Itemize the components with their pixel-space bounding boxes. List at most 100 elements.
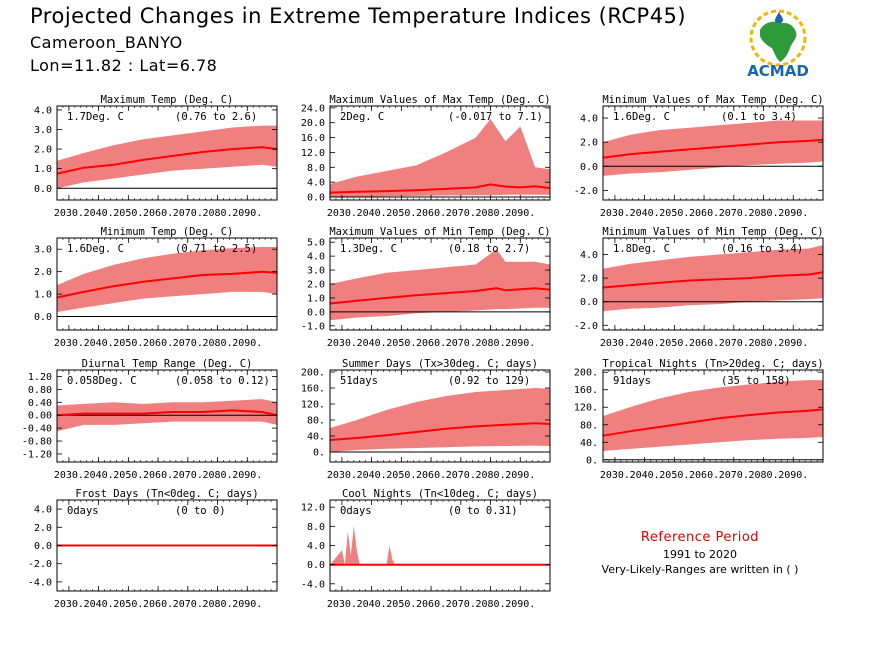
plot-frame <box>56 105 278 201</box>
range-value: (0 to 0) <box>175 505 226 517</box>
x-tick-label: 2080. <box>202 599 232 610</box>
y-tick-label: -2.0 <box>574 321 598 332</box>
x-tick-label: 2030. <box>54 338 84 349</box>
y-tick-label: -0.40 <box>22 424 52 435</box>
y-tick-label: -0.80 <box>22 437 52 448</box>
range-band <box>603 380 823 451</box>
range-value: (0.76 to 2.6) <box>175 111 257 123</box>
y-tick-label: 80. <box>307 416 325 427</box>
x-tick-label: 2080. <box>475 599 505 610</box>
change-value: 1.6Deg. C <box>67 243 124 255</box>
y-tick-label: 0.0 <box>34 541 52 552</box>
x-tick-label: 2070. <box>719 338 749 349</box>
x-tick-label: 2050. <box>659 470 689 481</box>
x-tick-label: 2080. <box>748 208 778 219</box>
x-tick-label: 2040. <box>84 338 114 349</box>
x-tick-label: 2070. <box>173 338 203 349</box>
panel-title: Minimum Values of Max Temp (Deg. C) <box>602 94 823 106</box>
range-band <box>330 249 550 321</box>
median-line <box>329 183 551 194</box>
y-tick-label: 0.00 <box>28 411 52 422</box>
y-tick-label: 1.20 <box>28 372 52 383</box>
x-tick-label: 2060. <box>143 470 173 481</box>
change-value: 2Deg. C <box>340 111 384 123</box>
x-tick-label: 2080. <box>475 208 505 219</box>
y-tick-label: 2.0 <box>34 523 52 534</box>
y-tick-label: -1.0 <box>301 321 325 332</box>
y-tick-label: 0.0 <box>34 312 52 323</box>
median-line <box>56 270 278 299</box>
median-line <box>329 287 551 305</box>
y-tick-label: -1.20 <box>22 449 52 460</box>
y-tick-label: -2.0 <box>574 186 598 197</box>
y-tick-label: 0.0 <box>580 162 598 173</box>
x-tick-label: 2050. <box>386 338 416 349</box>
panel-title: Diurnal Temp Range (Deg. C) <box>82 358 253 370</box>
x-tick-label: 2050. <box>386 470 416 481</box>
chart-panel: 2030. 2040. 2050. 2060. 2070. 2080. 2090. 0.0 1.… <box>34 226 278 349</box>
x-tick-label: 2060. <box>143 599 173 610</box>
x-tick-label: 2070. <box>446 470 476 481</box>
x-tick-label: 2090. <box>232 599 262 610</box>
x-tick-label: 2050. <box>113 208 143 219</box>
range-value: (0.92 to 129) <box>448 375 530 387</box>
chart-panel: 2030. 2040. 2050. 2060. 2070. 2080. 2090. -2.0 0… <box>574 226 824 349</box>
y-tick-label: 0.0 <box>580 297 598 308</box>
plot-frame <box>329 369 551 463</box>
x-tick-label: 2070. <box>719 470 749 481</box>
x-tick-label: 2050. <box>386 208 416 219</box>
y-tick-label: 0. <box>313 448 325 459</box>
x-tick-label: 2090. <box>505 208 535 219</box>
y-tick-label: 120. <box>574 403 598 414</box>
x-tick-label: 2090. <box>232 470 262 481</box>
range-note: Very-Likely-Ranges are written in ( ) <box>601 563 799 576</box>
coordinates-label: Lon=11.82 : Lat=6.78 <box>30 56 218 75</box>
change-value: 0days <box>67 505 99 517</box>
x-tick-label: 2060. <box>689 208 719 219</box>
x-tick-label: 2070. <box>173 208 203 219</box>
y-tick-label: 3.0 <box>307 266 325 277</box>
x-tick-label: 2050. <box>113 470 143 481</box>
y-tick-label: 0.80 <box>28 385 52 396</box>
y-tick-label: 200. <box>574 368 598 379</box>
x-tick-label: 2050. <box>659 338 689 349</box>
x-tick-label: 2060. <box>416 338 446 349</box>
y-tick-label: 3.0 <box>34 245 52 256</box>
y-tick-label: 0. <box>586 455 598 466</box>
x-tick-label: 2050. <box>659 208 689 219</box>
x-tick-label: 2060. <box>143 338 173 349</box>
x-tick-label: 2060. <box>416 470 446 481</box>
x-tick-label: 2080. <box>475 470 505 481</box>
range-band <box>330 388 550 452</box>
x-tick-label: 2090. <box>505 338 535 349</box>
x-tick-label: 2070. <box>446 208 476 219</box>
x-tick-label: 2090. <box>505 470 535 481</box>
chart-panel: 2030. 2040. 2050. 2060. 2070. 2080. 2090. 0. 40.… <box>574 358 824 481</box>
range-band <box>330 119 550 197</box>
range-value: (35 to 158) <box>721 375 791 387</box>
y-tick-label: 80. <box>580 420 598 431</box>
x-tick-label: 2090. <box>778 338 808 349</box>
y-tick-label: 160. <box>301 384 325 395</box>
logo-text: ACMAD <box>747 62 809 80</box>
x-tick-label: 2040. <box>357 599 387 610</box>
x-tick-label: 2030. <box>54 599 84 610</box>
chart-panel: 2030. 2040. 2050. 2060. 2070. 2080. 2090. 0. 40.… <box>301 358 551 481</box>
plot-frame <box>602 369 824 463</box>
x-tick-label: 2030. <box>600 470 630 481</box>
plot-frame <box>56 237 278 331</box>
panel-title: Summer Days (Tx>30deg. C; days) <box>342 358 538 370</box>
x-tick-label: 2050. <box>113 338 143 349</box>
median-line <box>329 422 551 441</box>
x-tick-label: 2060. <box>416 208 446 219</box>
y-tick-label: 2.0 <box>580 274 598 285</box>
y-tick-label: 5.0 <box>307 238 325 249</box>
x-tick-label: 2060. <box>416 599 446 610</box>
y-tick-label: 0.0 <box>307 307 325 318</box>
plot-frame <box>329 105 551 201</box>
change-value: 91days <box>613 375 651 387</box>
range-value: (0.058 to 0.12) <box>175 375 270 387</box>
change-value: 0.058Deg. C <box>67 375 137 387</box>
plot-frame <box>602 237 824 331</box>
y-tick-label: 1.0 <box>34 290 52 301</box>
